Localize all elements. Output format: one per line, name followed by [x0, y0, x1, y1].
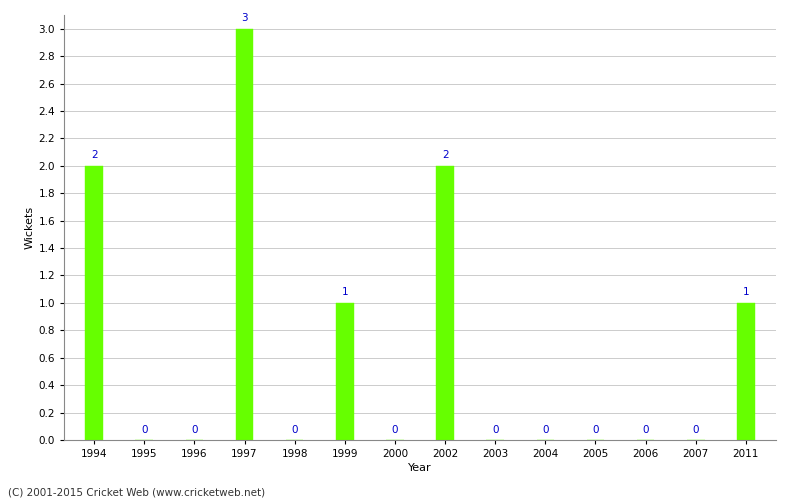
Bar [336, 303, 354, 440]
Text: 1: 1 [742, 288, 750, 298]
Y-axis label: Wickets: Wickets [24, 206, 34, 249]
Text: 0: 0 [392, 424, 398, 434]
Text: 0: 0 [291, 424, 298, 434]
Bar [737, 303, 754, 440]
Text: 0: 0 [191, 424, 198, 434]
Text: 0: 0 [492, 424, 498, 434]
Text: 0: 0 [141, 424, 147, 434]
Bar [236, 28, 254, 440]
Text: 2: 2 [442, 150, 448, 160]
Text: 0: 0 [693, 424, 699, 434]
Text: 3: 3 [241, 13, 248, 23]
X-axis label: Year: Year [408, 463, 432, 473]
Text: 2: 2 [90, 150, 98, 160]
Bar [86, 166, 103, 440]
Text: 0: 0 [592, 424, 598, 434]
Bar [436, 166, 454, 440]
Text: (C) 2001-2015 Cricket Web (www.cricketweb.net): (C) 2001-2015 Cricket Web (www.cricketwe… [8, 488, 265, 498]
Text: 1: 1 [342, 288, 348, 298]
Text: 0: 0 [542, 424, 549, 434]
Text: 0: 0 [642, 424, 649, 434]
